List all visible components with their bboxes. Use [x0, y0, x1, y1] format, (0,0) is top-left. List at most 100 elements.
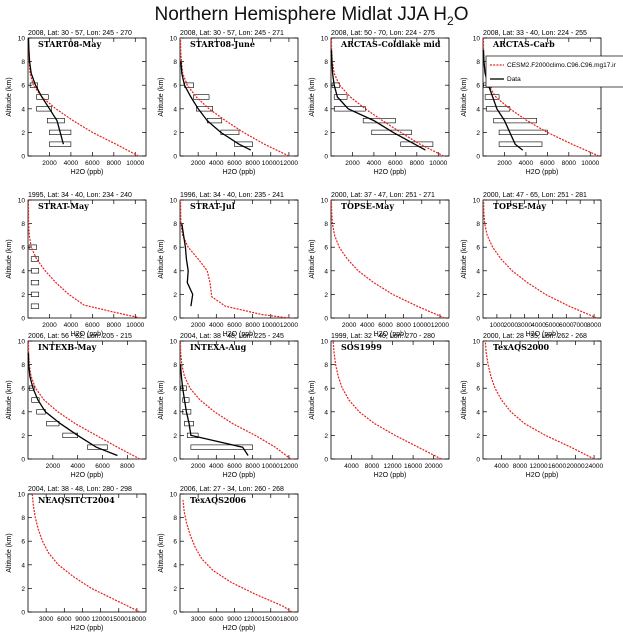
- x-axis-label: H2O (ppb): [526, 472, 559, 479]
- plot-frame: [179, 199, 299, 319]
- y-tick-label: 10: [18, 36, 26, 43]
- y-tick-label: 4: [324, 409, 328, 416]
- x-axis-label: H2O (ppb): [374, 169, 407, 176]
- panel-name: INTEXB-May: [38, 342, 97, 352]
- x-tick-label: 8000: [107, 160, 122, 167]
- y-axis-label: Altitude (km): [158, 533, 165, 572]
- panel-name: INTEXA-Aug: [190, 342, 247, 352]
- y-axis-label: Altitude (km): [461, 380, 468, 419]
- obs-line: [27, 352, 118, 457]
- panel-8: 2000, Lat: 47 - 65, Lon: 251 - 281 TOPSE-…: [461, 192, 602, 338]
- obs-range-box: [30, 268, 40, 274]
- obs-range-box: [333, 106, 366, 112]
- y-tick-label: 4: [173, 268, 177, 275]
- model-line: [330, 199, 445, 319]
- x-tick-label: 24000: [585, 463, 603, 470]
- x-tick-label: 12000: [280, 463, 298, 470]
- panel-header: 2008, Lat: 30 - 57, Lon: 245 - 271: [180, 30, 284, 37]
- obs-range-box: [186, 432, 199, 439]
- obs-line: [179, 364, 249, 456]
- y-tick-label: 0: [21, 316, 25, 323]
- model-line: [27, 340, 141, 460]
- plot-frame: [27, 340, 147, 460]
- y-axis-label: Altitude (km): [461, 77, 468, 116]
- plot-frame: [27, 37, 147, 157]
- y-tick-label: 4: [173, 106, 177, 113]
- obs-range-box: [30, 256, 40, 262]
- y-tick-label: 0: [173, 154, 177, 161]
- y-tick-label: 8: [476, 362, 480, 369]
- y-tick-label: 6: [173, 245, 177, 252]
- x-tick-label: 8000: [107, 322, 122, 329]
- y-tick-label: 6: [324, 83, 328, 90]
- y-tick-label: 6: [21, 539, 25, 546]
- obs-range-box: [193, 94, 210, 100]
- model-line: [332, 340, 442, 460]
- y-tick-label: 8: [476, 59, 480, 66]
- x-axis-label: H2O (ppb): [374, 331, 407, 338]
- obs-range-box: [30, 303, 40, 309]
- panel-14: 2006, Lat: 27 - 34, Lon: 260 - 268 TexAQS…: [158, 486, 299, 632]
- y-tick-label: 0: [324, 154, 328, 161]
- panel-header: 2000, Lat: 37 - 47, Lon: 251 - 271: [331, 192, 435, 199]
- y-tick-label: 0: [324, 316, 328, 323]
- x-tick-label: 8000: [587, 322, 602, 329]
- y-tick-label: 8: [173, 362, 177, 369]
- x-tick-label: 6000: [85, 160, 100, 167]
- obs-range-box: [498, 129, 548, 136]
- x-tick-label: 18000: [280, 616, 298, 623]
- y-tick-label: 10: [321, 339, 329, 346]
- y-tick-label: 6: [173, 386, 177, 393]
- y-tick-label: 2: [324, 433, 328, 440]
- y-tick-label: 0: [21, 457, 25, 464]
- obs-range-box: [190, 444, 253, 450]
- y-axis-label: Altitude (km): [6, 533, 13, 572]
- y-axis-label: Altitude (km): [461, 239, 468, 278]
- y-tick-label: 6: [476, 245, 480, 252]
- y-tick-label: 8: [21, 362, 25, 369]
- panel-header: 2008, Lat: 50 - 70, Lon: 224 - 275: [331, 30, 435, 37]
- y-tick-label: 6: [324, 245, 328, 252]
- plot-frame: [330, 37, 450, 157]
- x-tick-label: 4000: [209, 160, 224, 167]
- y-tick-label: 2: [21, 433, 25, 440]
- x-tick-label: 9000: [75, 616, 90, 623]
- y-tick-label: 6: [21, 386, 25, 393]
- y-tick-label: 2: [21, 292, 25, 299]
- panel-name: ARCTAS-Coldlake mid: [340, 39, 441, 49]
- x-tick-label: 6000: [540, 160, 555, 167]
- model-line: [179, 199, 289, 319]
- x-tick-label: 12000: [244, 616, 262, 623]
- y-tick-label: 0: [173, 457, 177, 464]
- y-tick-label: 8: [324, 221, 328, 228]
- panel-name: START08-June: [190, 39, 255, 49]
- x-axis-label: H2O (ppb): [223, 169, 256, 176]
- y-tick-label: 10: [170, 492, 178, 499]
- x-tick-label: 12000: [431, 322, 449, 329]
- y-tick-label: 2: [173, 586, 177, 593]
- x-tick-label: 4000: [531, 322, 546, 329]
- y-tick-label: 8: [21, 59, 25, 66]
- y-tick-label: 4: [476, 409, 480, 416]
- panel-name: STRAT-Jul: [190, 201, 235, 211]
- x-tick-label: 3000: [191, 616, 206, 623]
- x-tick-label: 8000: [396, 322, 411, 329]
- panel-header: 2006, Lat: 27 - 34, Lon: 260 - 268: [180, 486, 284, 493]
- x-tick-label: 8000: [562, 160, 577, 167]
- y-tick-label: 8: [173, 59, 177, 66]
- obs-line: [181, 223, 194, 307]
- obs-range-box: [498, 141, 543, 147]
- panel-header: 1995, Lat: 34 - 40, Lon: 234 - 240: [28, 192, 132, 199]
- x-tick-label: 8000: [120, 463, 135, 470]
- y-tick-label: 10: [170, 198, 178, 205]
- panel-5: 1995, Lat: 34 - 40, Lon: 234 - 240 STRAT-…: [6, 192, 147, 338]
- obs-line: [27, 37, 65, 145]
- model-line: [483, 199, 598, 319]
- y-tick-label: 10: [321, 198, 329, 205]
- obs-line: [180, 61, 252, 151]
- y-tick-label: 0: [476, 316, 480, 323]
- y-tick-label: 8: [21, 515, 25, 522]
- x-tick-label: 2000: [191, 463, 206, 470]
- panel-name: ARCTAS-Carb: [492, 39, 555, 49]
- x-tick-label: 6000: [559, 322, 574, 329]
